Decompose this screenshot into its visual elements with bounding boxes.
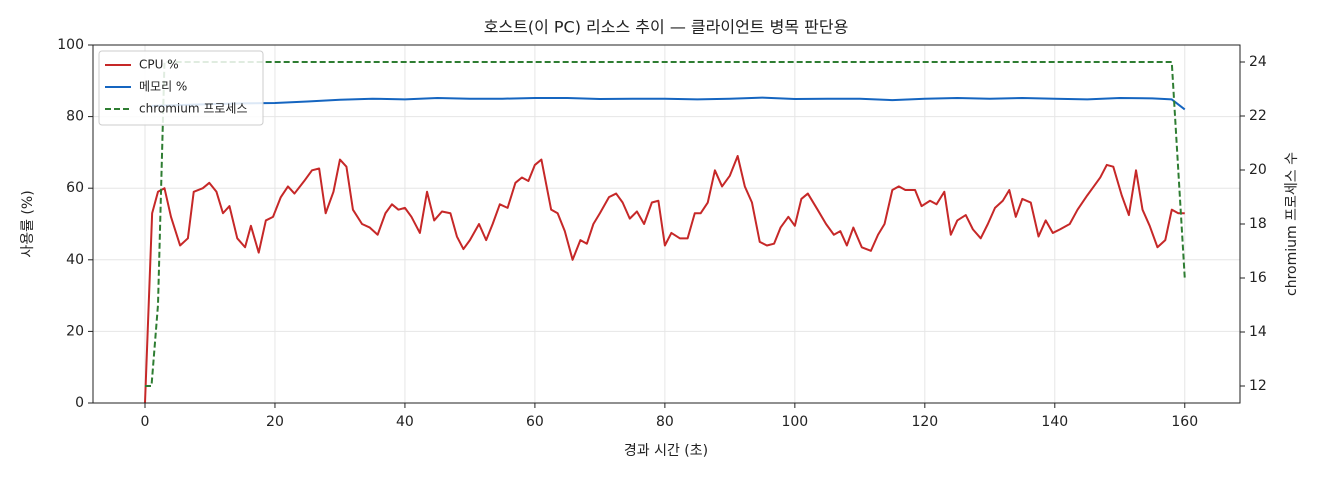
legend-label: 메모리 % (139, 80, 187, 94)
legend-label: chromium 프로세스 (139, 102, 248, 116)
y-tick-label: 60 (66, 180, 84, 196)
y2-tick-label: 20 (1249, 162, 1267, 178)
plot-frame (92, 44, 1241, 404)
y-tick-label: 80 (66, 109, 84, 125)
y-tick-label: 40 (66, 252, 84, 268)
series-line (143, 154, 1185, 404)
x-tick-label: 40 (396, 414, 414, 430)
legend-box (98, 50, 264, 126)
x-tick-label: 0 (141, 414, 150, 430)
x-axis-label: 경과 시간 (초) (624, 443, 708, 459)
y2-tick-label: 18 (1249, 216, 1267, 232)
chart-title: 호스트(이 PC) 리소스 추이 — 클라이언트 병목 판단용 (484, 18, 849, 37)
y2-tick-label: 24 (1249, 54, 1267, 70)
x-tick-label: 20 (266, 414, 284, 430)
y-tick-label: 20 (66, 323, 84, 339)
x-tick-label: 160 (1171, 414, 1198, 430)
y-tick-label: 100 (57, 37, 84, 53)
x-tick-label: 80 (656, 414, 674, 430)
y-axis-label: 사용률 (%) (20, 190, 36, 257)
y-tick-label: 0 (75, 395, 84, 411)
legend-label: CPU % (139, 58, 179, 72)
y2-tick-label: 12 (1249, 378, 1267, 394)
x-tick-label: 100 (781, 414, 808, 430)
x-tick-label: 140 (1041, 414, 1068, 430)
x-tick-label: 120 (911, 414, 938, 430)
y2-tick-label: 16 (1249, 270, 1267, 286)
y2-tick-label: 22 (1249, 108, 1267, 124)
series-line (144, 61, 1186, 387)
y2-tick-label: 14 (1249, 324, 1267, 340)
x-tick-label: 60 (526, 414, 544, 430)
series-line (151, 96, 1186, 111)
y2-axis-label: chromium 프로세스 수 (1284, 152, 1300, 296)
